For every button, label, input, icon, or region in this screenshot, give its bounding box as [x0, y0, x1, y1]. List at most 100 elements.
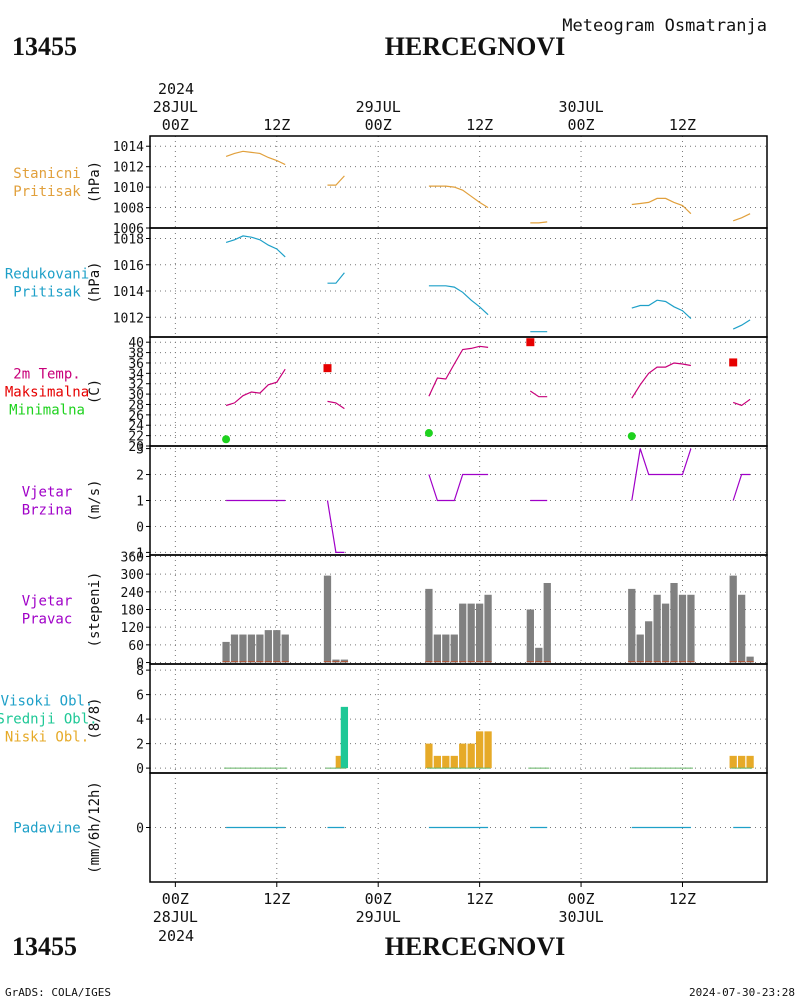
station-name-top: HERCEGNOVI [385, 32, 566, 61]
y-tick-label: 22 [128, 430, 144, 445]
data-bar [450, 755, 458, 769]
data-bar [670, 582, 678, 663]
series-line [326, 500, 345, 554]
y-axis-label: (mm/6h/12h) [87, 781, 103, 874]
data-bar [628, 588, 636, 663]
y-tick-label: 38 [128, 347, 144, 362]
bottom-date-label: 28JUL [153, 908, 198, 926]
top-date-label: 30JUL [558, 98, 603, 116]
series-line [631, 362, 692, 399]
bottom-time-tick-label: 00Z [162, 890, 189, 908]
bottom-time-tick-label: 00Z [365, 890, 392, 908]
series-line [732, 398, 751, 407]
panel-frame [149, 663, 768, 774]
data-bar [746, 656, 754, 663]
data-bar [661, 603, 670, 663]
data-bar [450, 634, 458, 663]
data-bar [425, 743, 433, 769]
data-bar [323, 575, 332, 663]
data-bar [636, 634, 644, 663]
panel-vjetar_brzina: -1 0 1 2 3 (m/s) Vjetar Brzina [22, 443, 768, 561]
panel-vjetar_pravac: 0 60 120 180 240 300 360 (stepeni) Vjetar Pravac [22, 550, 768, 672]
series-line [225, 150, 286, 166]
y-tick-label: 3 [136, 443, 144, 458]
y-tick-label: 36 [128, 357, 144, 372]
station-id-bottom: 13455 [12, 932, 77, 961]
y-axis-label: (hPa) [87, 261, 103, 303]
y-tick-label: 8 [136, 664, 144, 679]
top-time-tick-label: 12Z [263, 116, 290, 134]
y-tick-label: 240 [121, 586, 144, 601]
y-tick-label: 180 [121, 604, 144, 619]
chart-subtitle: Meteogram Osmatranja [562, 16, 767, 36]
data-bar [645, 621, 653, 663]
series-line [428, 285, 489, 316]
series-line [428, 345, 489, 397]
y-tick-label: 1012 [113, 161, 144, 176]
panel-label: Pritisak [13, 285, 81, 301]
data-bar [256, 634, 264, 663]
top-date-label: 29JUL [356, 98, 401, 116]
series-line [631, 197, 692, 215]
y-tick-label: 1006 [113, 222, 144, 237]
max-temp-marker [729, 358, 738, 367]
data-bar [222, 641, 230, 663]
data-bar [433, 755, 442, 769]
panel-label: Redukovani [5, 267, 89, 283]
panel-label: Padavine [13, 821, 80, 837]
series-line [225, 368, 286, 407]
y-tick-label: 1018 [113, 233, 144, 248]
panel-content [224, 706, 754, 769]
max-temp-marker [526, 338, 535, 347]
y-axis-label: (m/s) [87, 479, 103, 521]
y-tick-label: 360 [121, 550, 144, 565]
timestamp-text: 2024-07-30-23:28 [689, 986, 795, 999]
data-bar [335, 755, 343, 769]
data-bar [746, 755, 754, 769]
data-bar [264, 630, 272, 663]
y-tick-label: 0 [136, 520, 144, 535]
panel-label: 2m Temp. [13, 367, 80, 383]
data-bar [467, 603, 475, 663]
y-tick-label: 0 [136, 657, 144, 672]
y-tick-label: 1 [136, 495, 144, 510]
data-bar [738, 594, 746, 663]
series-line [732, 473, 751, 501]
panel-content [226, 448, 751, 554]
series-line [327, 400, 345, 410]
bottom-time-tick-label: 00Z [568, 890, 595, 908]
panel-padavine: 0 (mm/6h/12h) Padavine [13, 772, 768, 883]
panel-frame [149, 772, 768, 883]
data-bar [653, 594, 661, 663]
series-line [327, 175, 345, 186]
series-line [631, 299, 692, 320]
y-tick-label: 1016 [113, 259, 144, 274]
y-tick-label: 2 [136, 469, 144, 484]
y-tick-label: 1012 [113, 311, 144, 326]
station-name-bottom: HERCEGNOVI [385, 932, 566, 961]
data-bar [281, 634, 289, 663]
y-tick-label: 0 [136, 822, 144, 837]
bottom-time-tick-label: 12Z [263, 890, 290, 908]
panel-frame [149, 227, 768, 338]
panel-content [225, 235, 751, 333]
panel-content [222, 575, 754, 663]
data-bar [543, 582, 551, 663]
data-bar [425, 588, 433, 663]
data-bar [535, 647, 543, 663]
top-time-tick-label: 12Z [466, 116, 493, 134]
y-tick-label: 32 [128, 378, 144, 393]
series-line [530, 221, 548, 224]
series-line [428, 185, 489, 209]
y-tick-label: 24 [128, 419, 144, 434]
top-time-tick-label: 00Z [162, 116, 189, 134]
panel-redukovani: 1012 1014 1016 1018 (hPa)Redukovani Pritisak [5, 227, 768, 338]
y-axis-label: (C) [87, 379, 103, 404]
panel-content [225, 150, 751, 224]
y-axis-label: (8/8) [87, 697, 103, 739]
panel-oblacnost: 0 2 4 6 8 (8/8)Visoki Obl. Srednji Obl. Niski O… [0, 663, 768, 777]
bottom-year: 2024 [158, 927, 194, 945]
panel-label: Stanicni [13, 166, 80, 182]
data-bar [442, 634, 450, 663]
